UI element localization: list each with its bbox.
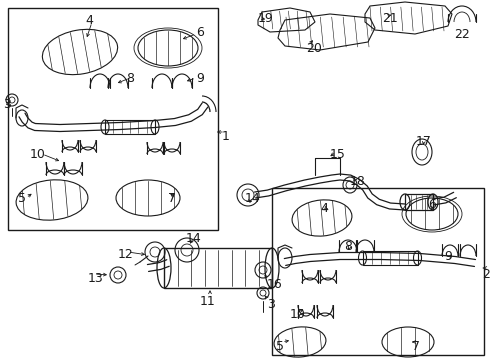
- Bar: [105, 120, 155, 134]
- Text: 13: 13: [88, 272, 104, 285]
- Text: 6: 6: [428, 198, 436, 211]
- Bar: [272, 188, 484, 355]
- Text: 4: 4: [85, 14, 93, 27]
- Bar: [363, 251, 417, 265]
- Text: 21: 21: [382, 12, 398, 25]
- Bar: [8, 8, 218, 230]
- Text: 7: 7: [168, 192, 176, 205]
- Text: 15: 15: [330, 148, 346, 161]
- Text: 18: 18: [350, 175, 366, 188]
- Text: 20: 20: [306, 42, 322, 55]
- Text: 19: 19: [258, 12, 274, 25]
- Text: 8: 8: [126, 72, 134, 85]
- Text: 6: 6: [196, 26, 204, 39]
- Text: 8: 8: [344, 240, 352, 253]
- Text: 5: 5: [18, 192, 26, 205]
- Text: 9: 9: [444, 250, 452, 263]
- Text: 9: 9: [196, 72, 204, 85]
- Text: 22: 22: [454, 28, 470, 41]
- Text: 1: 1: [222, 130, 230, 143]
- Bar: [405, 194, 433, 210]
- Text: 5: 5: [276, 340, 284, 353]
- Text: 4: 4: [320, 202, 328, 215]
- Text: 3: 3: [3, 98, 11, 111]
- Text: 17: 17: [416, 135, 432, 148]
- Text: 2: 2: [482, 268, 490, 281]
- Text: 14: 14: [186, 232, 202, 245]
- Text: 12: 12: [118, 248, 134, 261]
- Text: 10: 10: [30, 148, 46, 161]
- Text: 14: 14: [245, 192, 261, 205]
- Bar: [164, 248, 272, 288]
- Text: 3: 3: [267, 298, 275, 311]
- Text: 7: 7: [412, 340, 420, 353]
- Text: 10: 10: [290, 308, 306, 321]
- Text: 11: 11: [200, 295, 216, 308]
- Text: 16: 16: [267, 278, 283, 291]
